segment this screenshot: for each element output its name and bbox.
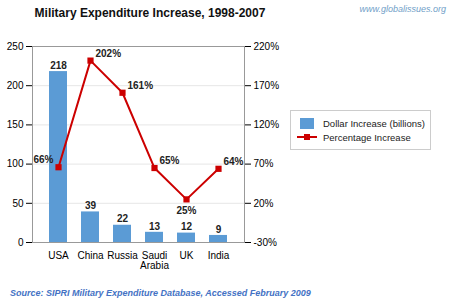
svg-text:65%: 65% — [160, 155, 180, 166]
svg-text:China: China — [77, 250, 104, 261]
svg-text:170%: 170% — [254, 80, 280, 91]
html-text:Percentage Increase: Percentage Increase — [323, 131, 411, 143]
svg-text:220%: 220% — [254, 41, 280, 52]
svg-text:USA: USA — [48, 250, 69, 261]
svg-text:UK: UK — [180, 250, 194, 261]
svg-text:250: 250 — [7, 41, 24, 52]
svg-text:200: 200 — [7, 80, 24, 91]
svg-text:161%: 161% — [128, 80, 154, 91]
svg-text:22: 22 — [117, 213, 129, 224]
svg-text:Russia: Russia — [107, 250, 138, 261]
svg-text:SaudiArabia: SaudiArabia — [140, 250, 169, 271]
svg-text:9: 9 — [216, 224, 222, 235]
svg-text:150: 150 — [7, 119, 24, 130]
html-text:Source: SIPRI Military Expendi: Source: SIPRI Military Expenditure Datab… — [10, 288, 311, 298]
svg-text:202%: 202% — [96, 48, 122, 59]
svg-text:70%: 70% — [254, 158, 274, 169]
html-text:Military Expenditure Increase,: Military Expenditure Increase, 1998-2007 — [34, 6, 266, 20]
svg-text:64%: 64% — [224, 156, 244, 167]
svg-text:25%: 25% — [176, 205, 196, 216]
svg-text:-30%: -30% — [254, 237, 277, 248]
svg-text:218: 218 — [50, 60, 67, 71]
svg-text:50: 50 — [12, 198, 24, 209]
svg-text:100: 100 — [7, 158, 24, 169]
svg-text:120%: 120% — [254, 119, 280, 130]
svg-text:12: 12 — [181, 221, 193, 232]
svg-text:66%: 66% — [33, 154, 53, 165]
svg-text:13: 13 — [149, 221, 161, 232]
svg-text:India: India — [208, 250, 230, 261]
svg-text:20%: 20% — [254, 198, 274, 209]
svg-text:39: 39 — [85, 200, 97, 211]
svg-text:0: 0 — [18, 237, 24, 248]
html-text:Dollar Increase (billions): Dollar Increase (billions) — [323, 117, 425, 129]
html-text:www.globalissues.org: www.globalissues.org — [359, 4, 446, 14]
